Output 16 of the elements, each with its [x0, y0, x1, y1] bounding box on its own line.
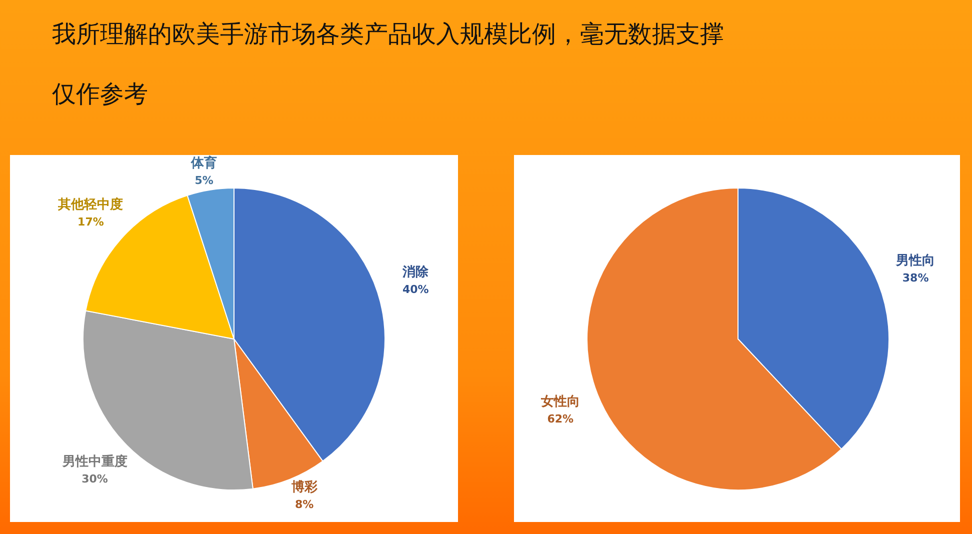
slice-label: 体育: [190, 155, 218, 171]
chart-subtitle: 仅作参考: [52, 79, 148, 110]
data-label: 5%: [194, 174, 214, 187]
data-label: 30%: [82, 472, 108, 486]
slice-label: 其他轻中度: [57, 196, 124, 213]
data-label: 8%: [294, 498, 314, 511]
data-label: 62%: [547, 412, 574, 426]
chart-title: 我所理解的欧美手游市场各类产品收入规模比例，毫无数据支撑: [52, 19, 724, 50]
data-label: 40%: [402, 282, 429, 296]
slice-label: 男性中重度: [61, 454, 128, 470]
data-label: 38%: [902, 272, 929, 285]
slice-label: 男性向: [895, 254, 936, 269]
data-label: 17%: [78, 216, 104, 229]
slice-label: 消除: [402, 264, 430, 280]
slice-label: 女性向: [540, 394, 580, 410]
slice-label: 博彩: [290, 479, 318, 495]
